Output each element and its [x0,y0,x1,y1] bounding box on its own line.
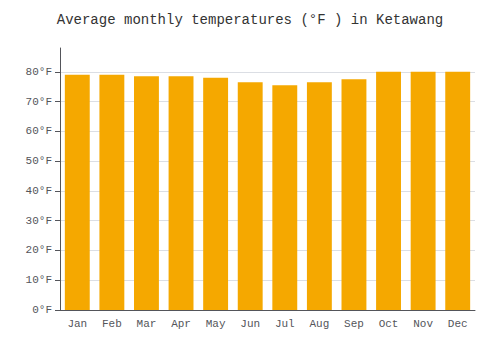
svg-text:Jul: Jul [275,318,295,330]
svg-text:Dec: Dec [448,318,468,330]
svg-text:Mar: Mar [137,318,157,330]
svg-text:Nov: Nov [413,318,433,330]
svg-text:50°F: 50°F [26,155,52,167]
svg-text:Jan: Jan [67,318,87,330]
svg-text:40°F: 40°F [26,185,52,197]
svg-text:80°F: 80°F [26,66,52,78]
svg-text:Sep: Sep [344,318,364,330]
svg-text:70°F: 70°F [26,96,52,108]
svg-text:Average monthly temperatures (: Average monthly temperatures (°F ) in Ke… [57,12,443,28]
svg-text:May: May [206,318,226,330]
svg-text:60°F: 60°F [26,125,52,137]
svg-text:0°F: 0°F [32,304,52,316]
svg-text:Oct: Oct [379,318,399,330]
svg-text:Apr: Apr [171,318,191,330]
svg-text:20°F: 20°F [26,244,52,256]
svg-text:Aug: Aug [309,318,329,330]
svg-text:30°F: 30°F [26,215,52,227]
svg-text:10°F: 10°F [26,274,52,286]
svg-text:Jun: Jun [240,318,260,330]
svg-text:Feb: Feb [102,318,122,330]
